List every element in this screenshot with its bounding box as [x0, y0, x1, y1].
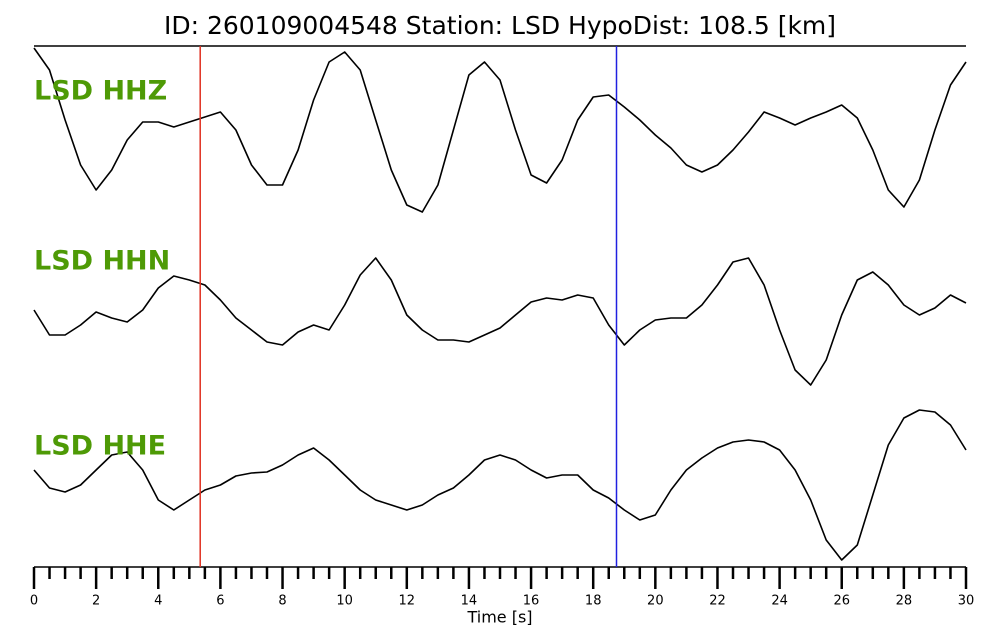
trace-label: LSD HHE: [34, 431, 166, 462]
trace: [33, 257, 967, 386]
trace: [33, 409, 967, 561]
x-tick-label: 10: [336, 594, 353, 609]
x-tick-label: 12: [399, 594, 416, 609]
x-tick-label: 16: [523, 594, 540, 609]
x-tick-label: 28: [896, 594, 913, 609]
x-tick-label: 20: [647, 594, 664, 609]
x-tick-label: 4: [154, 594, 162, 609]
x-axis-label: Time [s]: [466, 608, 532, 627]
x-tick-label: 30: [958, 594, 975, 609]
x-tick-label: 18: [585, 594, 602, 609]
trace-label: LSD HHZ: [34, 76, 167, 107]
x-tick-label: 8: [278, 594, 286, 609]
x-tick-label: 24: [771, 594, 788, 609]
trace-label: LSD HHN: [34, 246, 170, 277]
trace: [33, 47, 967, 213]
x-tick-label: 0: [30, 594, 38, 609]
x-tick-label: 14: [461, 594, 478, 609]
x-tick-label: 26: [833, 594, 850, 609]
x-tick-label: 22: [709, 594, 726, 609]
x-tick-label: 6: [216, 594, 224, 609]
chart-title: ID: 260109004548 Station: LSD HypoDist: …: [164, 11, 836, 40]
x-tick-label: 2: [92, 594, 100, 609]
